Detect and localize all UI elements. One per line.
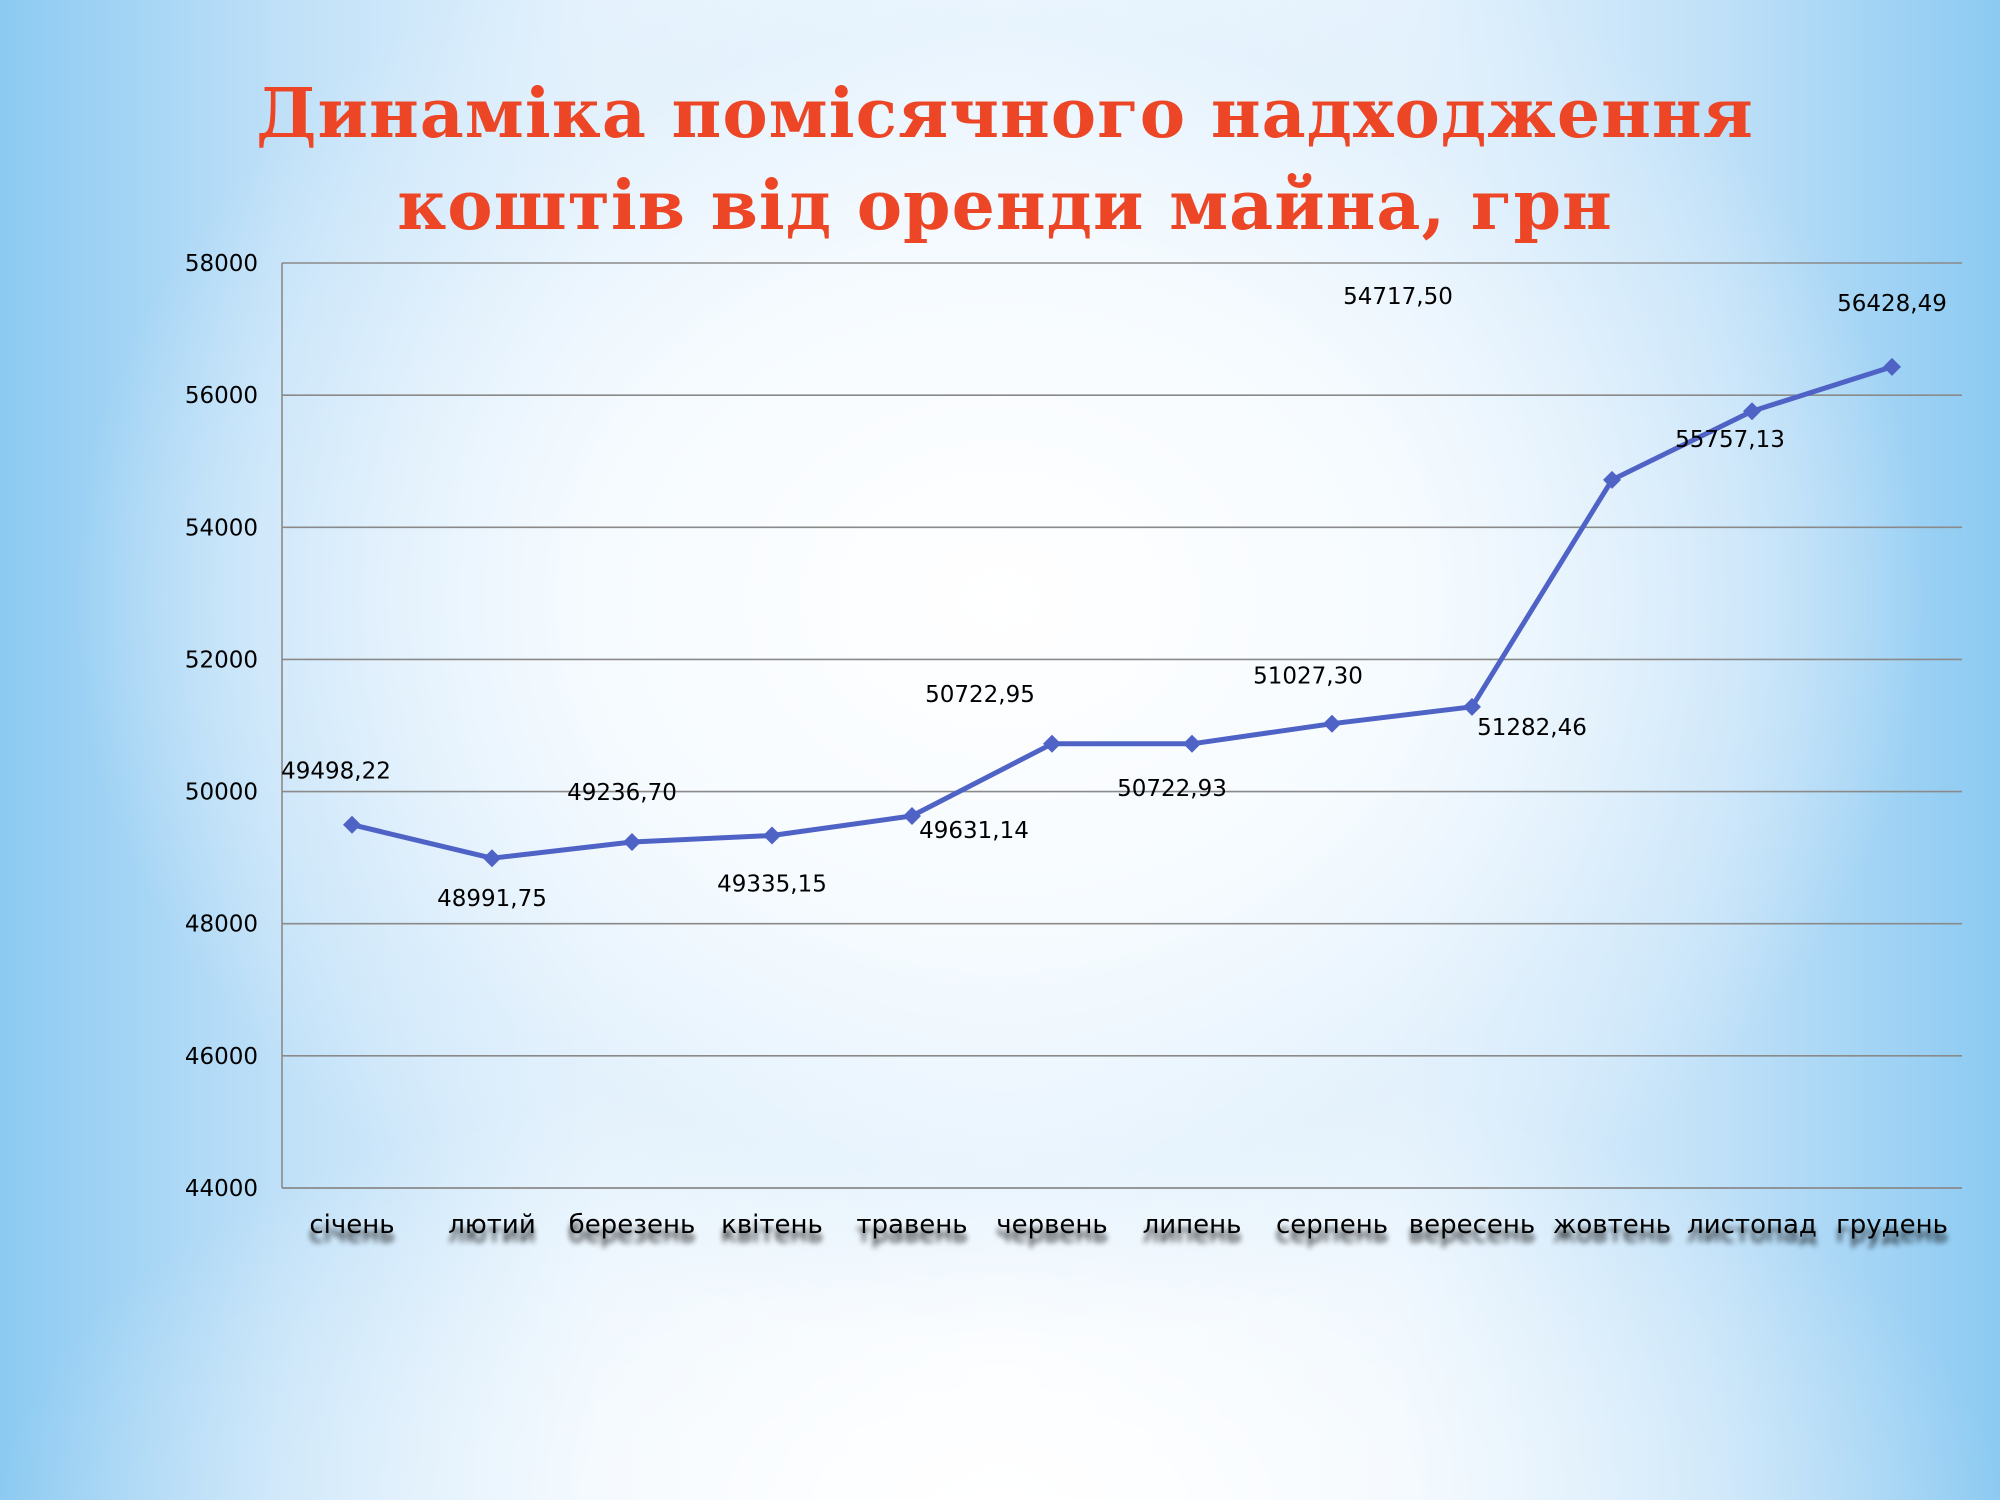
y-tick-label: 46000 xyxy=(185,1044,258,1070)
data-label: 51282,46 xyxy=(1477,715,1587,741)
data-label: 48991,75 xyxy=(437,886,547,912)
data-label: 51027,30 xyxy=(1253,664,1363,690)
x-category-label: листопад xyxy=(1687,1210,1817,1240)
x-category-label: вересень xyxy=(1409,1210,1535,1240)
axes xyxy=(281,263,1962,1189)
chart-title: Динаміка помісячного надходження коштів … xyxy=(240,68,1770,252)
y-tick-label: 48000 xyxy=(185,912,258,938)
x-category-label: квітень xyxy=(721,1210,823,1240)
data-point-marker xyxy=(1743,402,1761,421)
data-labels: 49498,22 48991,75 49236,70 49335,15 49631,14… xyxy=(281,284,1947,912)
data-label: 56428,49 xyxy=(1837,291,1947,317)
y-tick-label: 56000 xyxy=(185,383,258,409)
data-label: 50722,95 xyxy=(925,682,1035,708)
data-point-marker xyxy=(1463,697,1481,716)
data-point-marker xyxy=(623,833,641,852)
chart-title-line-1: Динаміка помісячного надходження xyxy=(256,74,1754,154)
data-point-marker xyxy=(343,815,361,834)
data-point-marker xyxy=(763,826,781,845)
data-label: 50722,93 xyxy=(1117,776,1227,802)
x-category-label: червень xyxy=(996,1210,1108,1240)
gridlines xyxy=(282,262,1962,1189)
y-tick-label: 52000 xyxy=(185,647,258,673)
x-category-label: лютий xyxy=(448,1210,535,1240)
data-label: 49335,15 xyxy=(717,871,827,897)
x-category-label: серпень xyxy=(1276,1210,1388,1240)
data-label: 55757,13 xyxy=(1675,427,1785,453)
chart-title-line-2: коштів від оренди майна, грн xyxy=(397,166,1613,246)
x-axis-category-labels: січень лютий березень квітень травень червень… xyxy=(309,1210,1948,1240)
series-line xyxy=(351,364,1893,861)
y-tick-label: 44000 xyxy=(185,1176,258,1202)
data-label: 54717,50 xyxy=(1343,284,1453,310)
series-line-group xyxy=(351,364,1893,861)
x-category-label: січень xyxy=(309,1210,394,1240)
series-markers xyxy=(343,357,1901,868)
data-point-marker xyxy=(483,849,501,868)
x-category-label: жовтень xyxy=(1553,1210,1671,1240)
data-label: 49236,70 xyxy=(567,780,677,806)
data-label: 49631,14 xyxy=(919,818,1029,844)
x-category-label: травень xyxy=(856,1210,967,1240)
data-label: 49498,22 xyxy=(281,759,391,785)
y-axis-tick-labels: 58000 56000 54000 52000 50000 48000 46000 44000 xyxy=(185,251,258,1202)
data-point-marker xyxy=(1043,734,1061,753)
y-tick-label: 58000 xyxy=(185,251,258,277)
y-tick-label: 54000 xyxy=(185,515,258,541)
data-point-marker xyxy=(1883,357,1901,376)
x-category-label: липень xyxy=(1143,1210,1242,1240)
data-point-marker xyxy=(903,806,921,825)
data-point-marker xyxy=(1323,714,1341,733)
x-category-label: березень xyxy=(569,1210,696,1240)
data-point-marker xyxy=(1603,470,1621,489)
y-tick-label: 50000 xyxy=(185,780,258,806)
data-point-marker xyxy=(1183,734,1201,753)
x-category-label: грудень xyxy=(1836,1210,1948,1240)
